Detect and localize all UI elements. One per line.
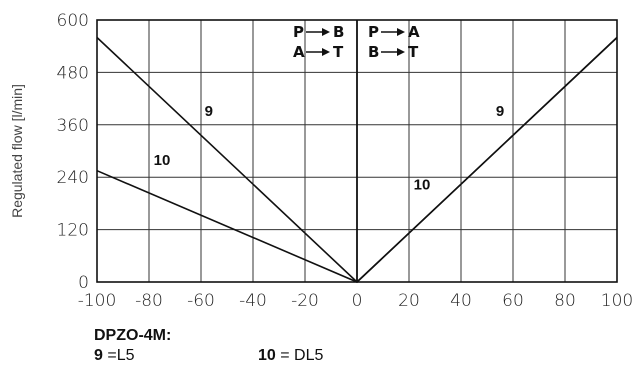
x-tick-label: 80 <box>554 291 576 311</box>
y-tick-labels: 0 120 240 360 480 600 <box>57 11 89 293</box>
flow-right-letter: A <box>408 23 420 41</box>
x-tick-label: 100 <box>601 291 633 311</box>
legend-item-9: 9 =L5 <box>94 346 135 366</box>
legend-item-10: 10 = DL5 <box>258 346 323 366</box>
x-tick-label: -60 <box>187 291 215 311</box>
flow-right-arrow-head <box>397 28 405 36</box>
y-tick-label: 240 <box>57 168 89 188</box>
flow-right-letter: T <box>408 43 419 61</box>
y-tick-label: 360 <box>57 116 89 136</box>
legend-key: 10 <box>258 347 276 364</box>
legend: DPZO-4M: 9 =L5 10 = DL5 <box>94 326 323 366</box>
flow-left-arrow-head <box>322 28 330 36</box>
flow-right-arrow-head <box>397 48 405 56</box>
legend-text: = DL5 <box>275 347 324 364</box>
flow-left-letter: T <box>333 43 344 61</box>
flow-right-letter: B <box>368 43 379 61</box>
x-tick-label: 20 <box>398 291 420 311</box>
legend-row: 9 =L5 10 = DL5 <box>94 346 323 366</box>
legend-key: 9 <box>94 347 103 364</box>
flow-left-letter: P <box>293 23 304 41</box>
x-tick-label: -40 <box>239 291 267 311</box>
x-tick-labels: -100 -80 -60 -40 -20 0 20 40 60 80 100 <box>78 291 634 311</box>
flow-left-letter: B <box>333 23 344 41</box>
legend-title: DPZO-4M: <box>94 327 172 344</box>
y-tick-label: 0 <box>78 273 89 293</box>
y-tick-label: 480 <box>57 63 89 83</box>
y-axis-label: Regulated flow [l/min] <box>9 84 25 218</box>
legend-text: =L5 <box>102 347 135 364</box>
flow-left-arrow-head <box>322 48 330 56</box>
x-tick-label: -20 <box>291 291 319 311</box>
curve-label-9: 9 <box>205 103 213 120</box>
x-tick-label: -100 <box>78 291 117 311</box>
flow-direction-annotations: P BA TP AB T <box>293 23 420 61</box>
x-tick-label: -80 <box>135 291 163 311</box>
flow-right-letter: P <box>368 23 379 41</box>
curve-label-9: 9 <box>496 103 504 120</box>
y-tick-label: 600 <box>57 11 89 31</box>
flow-left-letter: A <box>293 43 305 61</box>
series-line-10 <box>96 36 618 283</box>
curve-label-10: 10 <box>414 176 431 193</box>
series-group <box>96 36 618 284</box>
curve-label-10: 10 <box>154 152 171 169</box>
y-tick-label: 120 <box>57 221 89 241</box>
x-tick-label: 0 <box>352 291 363 311</box>
curve-labels: 9 9 10 10 <box>154 103 505 193</box>
x-tick-label: 40 <box>450 291 472 311</box>
x-tick-label: 60 <box>502 291 524 311</box>
